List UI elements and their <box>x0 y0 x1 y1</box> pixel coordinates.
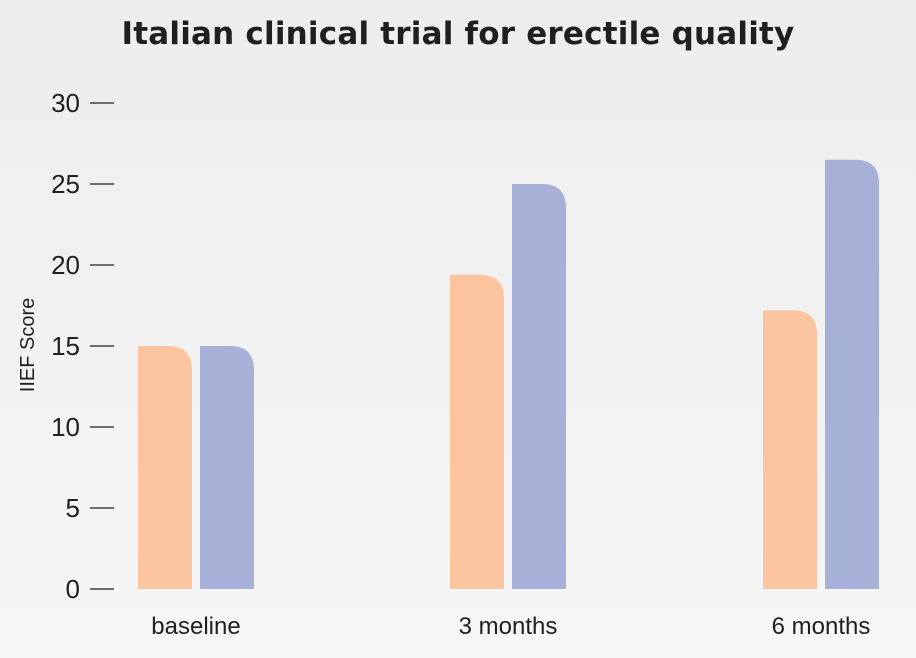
bar-2-6-months <box>825 159 879 589</box>
bar-1-6-months <box>763 310 817 589</box>
y-tick-label: 0 <box>66 574 80 604</box>
y-tick-label: 25 <box>51 169 80 199</box>
bars-group <box>138 159 879 589</box>
y-tick-label: 10 <box>51 412 80 442</box>
y-tick-label: 5 <box>66 493 80 523</box>
bar-1-baseline <box>138 346 192 589</box>
bar-2-3-months <box>512 184 566 589</box>
y-tick-label: 20 <box>51 250 80 280</box>
x-tick-label: baseline <box>151 613 240 640</box>
bar-1-3-months <box>450 274 504 589</box>
y-axis-label: IIEF Score <box>17 298 39 392</box>
x-tick-label: 6 months <box>772 613 871 640</box>
y-tick-label: 30 <box>51 88 80 118</box>
x-axis-labels: baseline 3 months 6 months <box>151 613 870 640</box>
y-tick-label: 15 <box>51 331 80 361</box>
bar-2-baseline <box>200 346 254 589</box>
x-tick-label: 3 months <box>459 613 558 640</box>
y-axis: 0 5 10 15 20 25 30 <box>51 88 114 604</box>
chart-title: Italian clinical trial for erectile qual… <box>121 16 795 52</box>
